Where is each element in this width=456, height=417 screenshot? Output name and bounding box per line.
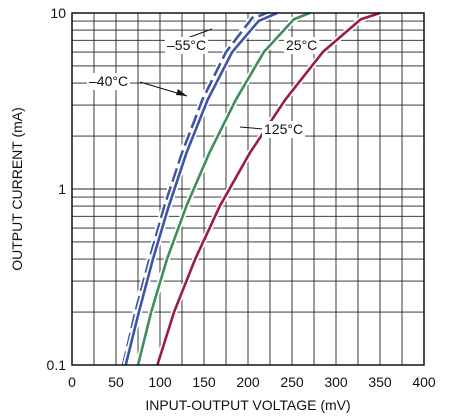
- label-background: [165, 37, 209, 54]
- plot-frame: [71, 12, 425, 366]
- x-tick-label: 200: [236, 374, 260, 390]
- y-tick-label: 1: [58, 181, 66, 197]
- x-tick-labels: 0 50 100 150 200 250 300 350 400: [68, 374, 436, 390]
- label-background: [284, 37, 320, 54]
- series-lines: [120, 10, 381, 366]
- series-line: [136, 11, 311, 366]
- x-tick-label: 300: [324, 374, 348, 390]
- grid: [72, 13, 424, 365]
- label-background: [262, 121, 306, 138]
- series-line: [156, 11, 381, 366]
- label-minus-55c: –55°C: [167, 37, 206, 53]
- x-tick-label: 100: [148, 374, 172, 390]
- y-tick-labels: 0.1 1 10: [47, 5, 67, 373]
- label-125c: 125°C: [264, 121, 303, 137]
- label-background: [87, 73, 131, 90]
- x-tick-label: 50: [108, 374, 124, 390]
- series-labels: –55°C –40°C 25°C 125°C: [87, 28, 320, 138]
- label-arrowhead: [176, 89, 187, 96]
- series-line: [121, 11, 271, 366]
- y-tick-label: 10: [50, 5, 66, 21]
- x-tick-label: 350: [368, 374, 392, 390]
- x-tick-label: 150: [192, 374, 216, 390]
- y-tick-label: 0.1: [47, 357, 67, 373]
- series-line: [124, 11, 278, 366]
- x-axis-title: INPUT-OUTPUT VOLTAGE (mV): [145, 397, 350, 413]
- x-tick-label: 0: [68, 374, 76, 390]
- x-tick-label: 400: [412, 374, 436, 390]
- label-25c: 25°C: [286, 37, 317, 53]
- label-minus-40c: –40°C: [89, 73, 128, 89]
- x-tick-label: 250: [280, 374, 304, 390]
- y-axis-title: OUTPUT CURRENT (mA): [9, 107, 25, 271]
- label-leader-line: [239, 126, 264, 130]
